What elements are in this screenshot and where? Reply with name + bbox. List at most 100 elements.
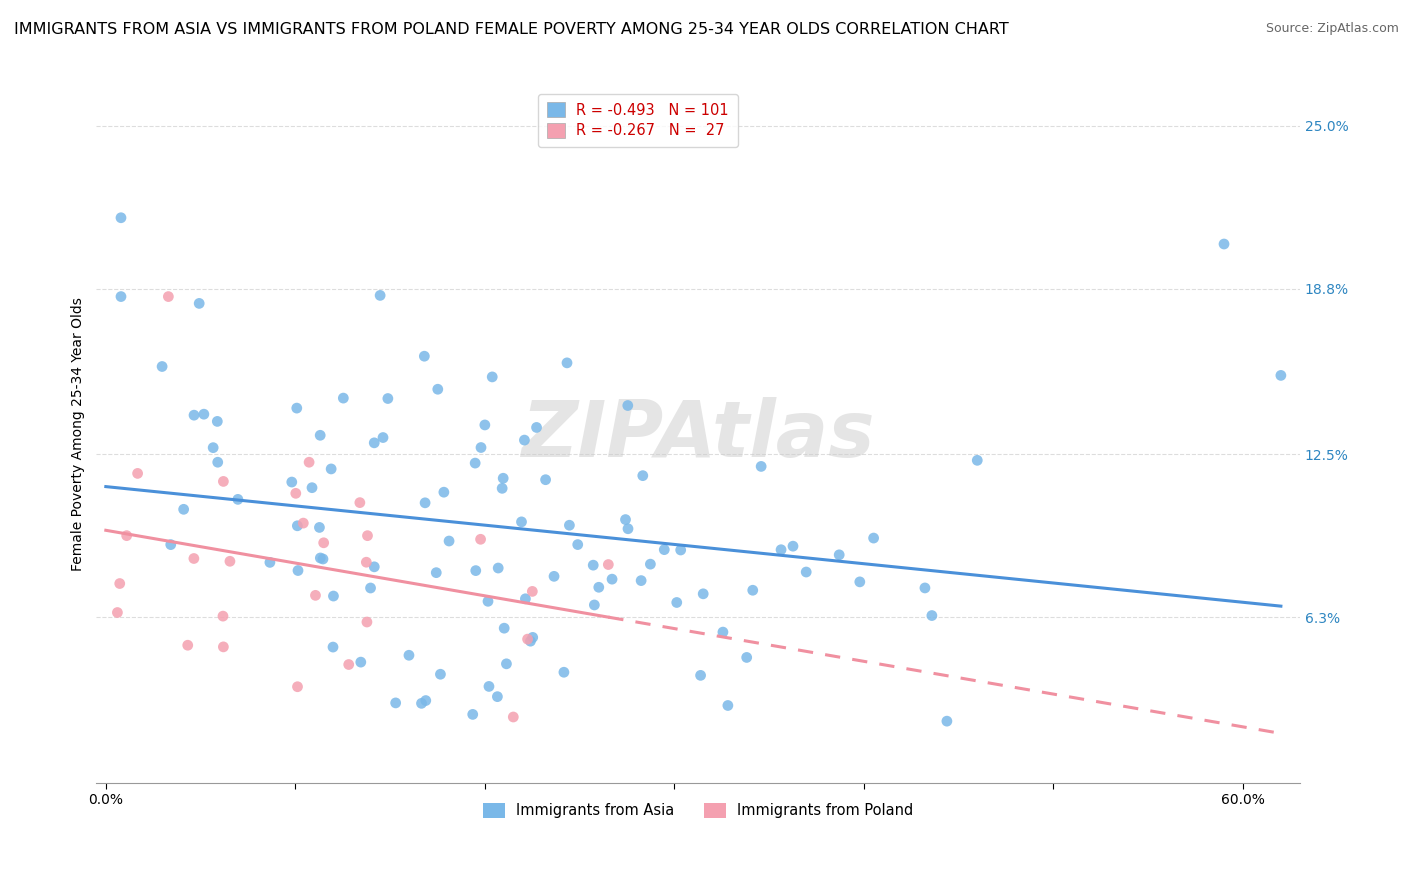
Point (749, 459, 772, 474)
Point (298, 455, 321, 469)
Point (631, 468, 654, 483)
Point (914, 581, 936, 595)
Point (711, 625, 734, 640)
Point (689, 668, 711, 682)
Point (665, 595, 688, 609)
Point (502, 710, 524, 724)
Point (437, 534, 460, 549)
Point (510, 515, 533, 529)
Point (183, 408, 205, 422)
Text: IMMIGRANTS FROM ASIA VS IMMIGRANTS FROM POLAND FEMALE POVERTY AMONG 25-34 YEAR O: IMMIGRANTS FROM ASIA VS IMMIGRANTS FROM … (14, 22, 1010, 37)
Point (157, 289, 180, 303)
Point (553, 665, 575, 680)
Point (486, 561, 509, 575)
Point (356, 555, 378, 569)
Point (494, 621, 516, 635)
Point (349, 495, 371, 509)
Point (183, 551, 205, 566)
Point (828, 548, 851, 562)
Point (477, 594, 499, 608)
Point (202, 441, 225, 455)
Point (770, 542, 793, 557)
Point (1213, 237, 1236, 252)
Point (495, 657, 517, 671)
Point (534, 473, 557, 487)
Point (308, 520, 330, 534)
Point (735, 650, 758, 665)
Point (360, 581, 382, 595)
Point (492, 471, 515, 485)
Point (692, 587, 714, 601)
Point (478, 680, 501, 694)
Point (301, 481, 323, 495)
Point (426, 382, 449, 396)
Point (332, 391, 354, 405)
Point (188, 296, 211, 310)
Point (429, 667, 451, 681)
Point (259, 555, 281, 569)
Point (384, 696, 406, 710)
Point (555, 356, 578, 370)
Point (207, 455, 229, 469)
Point (588, 580, 610, 594)
Point (115, 528, 138, 542)
Point (150, 359, 173, 374)
Point (516, 632, 538, 647)
Point (425, 566, 447, 580)
Point (356, 529, 378, 543)
Point (292, 516, 315, 530)
Point (652, 542, 675, 557)
Point (464, 564, 486, 578)
Point (470, 441, 492, 455)
Point (513, 433, 536, 447)
Point (782, 539, 804, 553)
Point (287, 680, 309, 694)
Point (193, 407, 215, 421)
Point (110, 211, 132, 225)
Point (363, 435, 385, 450)
Point (304, 588, 326, 602)
Point (849, 574, 872, 589)
Point (614, 512, 637, 526)
Point (474, 417, 496, 432)
Point (470, 533, 492, 547)
Point (522, 584, 544, 599)
Point (411, 697, 433, 711)
Point (522, 631, 544, 645)
Point (600, 572, 623, 586)
Point (413, 349, 436, 363)
Point (159, 538, 181, 552)
Point (640, 557, 662, 571)
Point (127, 467, 149, 481)
Point (558, 518, 581, 533)
Point (363, 559, 385, 574)
Point (669, 543, 692, 558)
Point (862, 531, 884, 545)
Point (433, 485, 456, 500)
Point (219, 554, 242, 568)
Text: ZIPAtlas: ZIPAtlas (522, 397, 875, 473)
Point (481, 370, 503, 384)
Point (337, 657, 360, 672)
Point (284, 486, 307, 500)
Point (543, 569, 565, 583)
Point (173, 502, 195, 516)
Point (287, 564, 309, 578)
Point (285, 401, 308, 416)
Legend: Immigrants from Asia, Immigrants from Poland: Immigrants from Asia, Immigrants from Po… (477, 797, 920, 824)
Point (371, 431, 394, 445)
Point (322, 589, 344, 603)
Point (226, 492, 249, 507)
Point (368, 288, 391, 302)
Point (486, 690, 509, 704)
Point (110, 289, 132, 303)
Point (567, 538, 589, 552)
Point (413, 496, 436, 510)
Point (108, 576, 131, 591)
Point (717, 698, 740, 713)
Point (1270, 368, 1292, 383)
Point (630, 574, 652, 588)
Point (312, 552, 335, 566)
Point (741, 583, 763, 598)
Point (519, 634, 541, 648)
